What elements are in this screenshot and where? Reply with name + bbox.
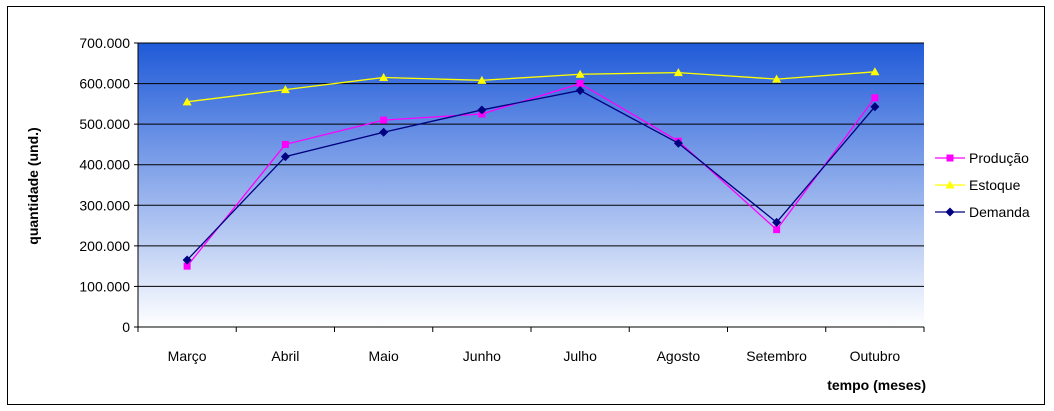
legend: Produção Estoque Demanda [935, 150, 1030, 220]
data-point-marker [182, 97, 192, 106]
x-axis-title: tempo (meses) [827, 377, 926, 393]
x-tick-labels: Março Abril Maio Junho Julho Agosto Setembro Ou… [137, 327, 925, 364]
x-tick-label: Abril [271, 348, 299, 364]
data-point-marker [575, 85, 585, 95]
x-tick-label: Maio [368, 348, 399, 364]
legend-item: Demanda [935, 204, 1030, 220]
data-point-marker [870, 102, 880, 112]
series-line [186, 82, 876, 267]
data-point-marker [946, 154, 954, 162]
y-tick-label: 200.000 [79, 238, 130, 254]
data-point-marker [281, 140, 289, 148]
x-tick-label: Julho [563, 348, 597, 364]
data-point-marker [773, 226, 781, 234]
data-point-marker [772, 217, 782, 227]
data-point-marker [871, 94, 879, 102]
series-line [186, 89, 876, 261]
legend-label: Demanda [969, 204, 1030, 220]
data-point-marker [870, 67, 880, 76]
data-point-marker [945, 180, 955, 189]
y-tick-label: 300.000 [79, 197, 130, 213]
data-point-marker [576, 80, 584, 88]
y-tick-label: 600.000 [79, 76, 130, 92]
data-point-marker [380, 116, 388, 124]
chart-frame: 0 100.000 200.000 300.000 400.000 500.000 600.… [7, 6, 1045, 405]
legend-label: Estoque [969, 177, 1021, 193]
y-tick-labels: 0 100.000 200.000 300.000 400.000 500.000 600.… [79, 35, 138, 335]
series-estoque [182, 67, 880, 106]
series [182, 67, 880, 270]
series-line [187, 71, 875, 103]
legend-label: Produção [969, 150, 1029, 166]
x-tick-label: Junho [463, 348, 501, 364]
data-point-marker [772, 74, 782, 83]
y-tick-label: 500.000 [79, 116, 130, 132]
y-tick-label: 400.000 [79, 157, 130, 173]
y-axis-title: quantidade (und.) [25, 127, 41, 244]
data-point-marker [477, 105, 487, 115]
y-tick-label: 100.000 [79, 278, 130, 294]
data-point-marker [673, 68, 683, 77]
data-point-marker [280, 85, 290, 94]
y-tick-label: 0 [122, 319, 130, 335]
data-point-marker [183, 262, 191, 270]
x-tick-label: Outubro [850, 348, 901, 364]
data-point-marker [477, 75, 487, 84]
data-point-marker [575, 69, 585, 78]
series-demanda [182, 85, 880, 265]
y-tick-label: 700.000 [79, 35, 130, 51]
data-point-marker [379, 127, 389, 137]
legend-item: Estoque [935, 177, 1021, 193]
plot-area [138, 43, 924, 327]
data-point-marker [673, 138, 683, 148]
data-point-marker [280, 152, 290, 162]
data-point-marker [945, 207, 955, 217]
legend-item: Produção [935, 150, 1029, 166]
x-tick-label: Setembro [746, 348, 807, 364]
data-point-marker [379, 72, 389, 81]
x-tick-label: Março [168, 348, 207, 364]
line-chart: 0 100.000 200.000 300.000 400.000 500.000 600.… [25, 35, 1030, 393]
x-tick-label: Agosto [657, 348, 701, 364]
